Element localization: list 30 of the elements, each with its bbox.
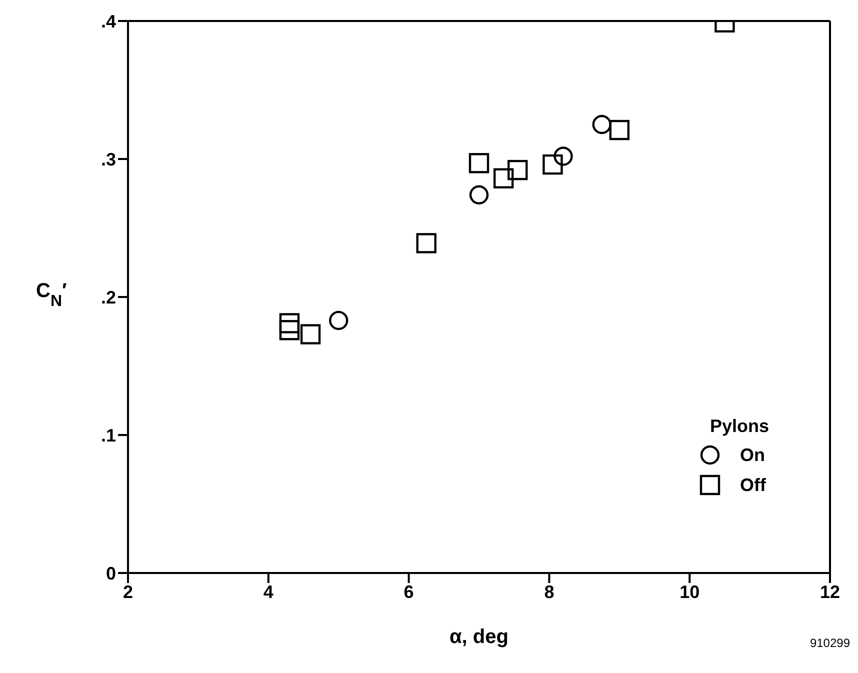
- y-tick-label: .1: [100, 425, 116, 446]
- text: 910299: [810, 636, 850, 650]
- point: [279, 320, 300, 340]
- point: [329, 310, 348, 330]
- y-tick-label: .3: [100, 149, 116, 170]
- x-tick-label: 2: [122, 582, 134, 602]
- point: [300, 324, 321, 344]
- point: [493, 168, 514, 188]
- point: [279, 313, 300, 334]
- x-tick-label: 4: [263, 582, 274, 602]
- legend-label: On: [740, 444, 765, 466]
- x-tick-label: 12: [820, 582, 840, 602]
- point: [508, 160, 528, 180]
- point: [609, 120, 630, 140]
- y-tick-label: 0: [106, 563, 116, 584]
- point: [542, 154, 563, 175]
- y-axis-title: C$_{N}$′: [36, 280, 68, 310]
- x-tick-label: 6: [404, 582, 414, 602]
- legend-label: Off: [740, 474, 766, 496]
- x-tick-label: 8: [544, 582, 554, 602]
- y-tick-label: .4: [100, 11, 116, 32]
- x-tick-label: 10: [680, 582, 700, 602]
- point: [416, 233, 436, 254]
- legend-title: Pylons: [710, 416, 770, 437]
- y-tick-label: .2: [100, 287, 116, 308]
- point: [554, 146, 573, 166]
- point: [469, 185, 489, 204]
- point: [468, 153, 490, 174]
- point: [592, 114, 612, 134]
- x-axis-title: α, deg: [450, 626, 508, 648]
